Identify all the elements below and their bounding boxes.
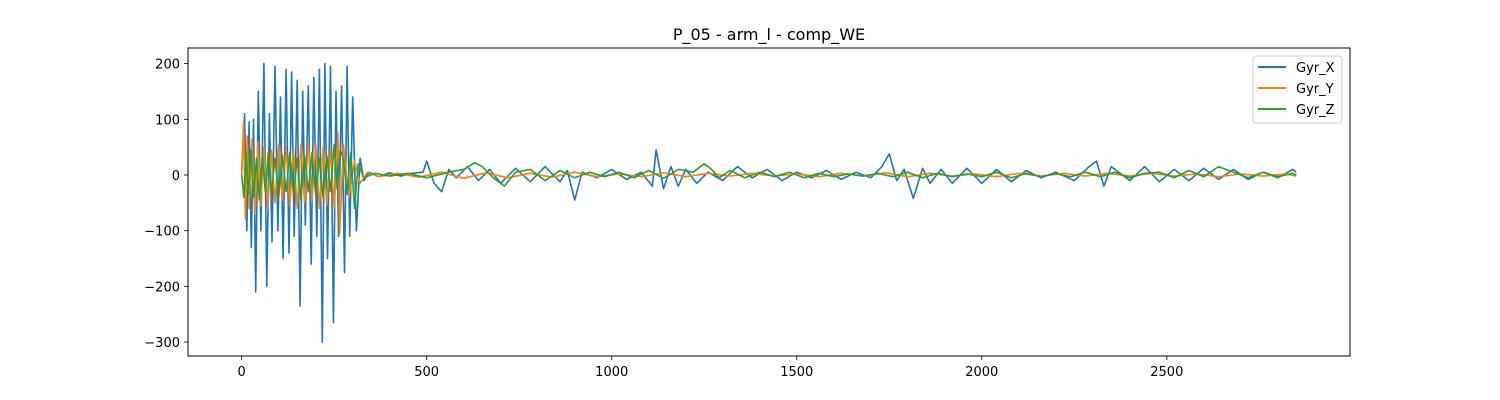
y-tick-label: −200 bbox=[144, 280, 180, 295]
plot-area bbox=[240, 62, 1297, 343]
legend-label: Gyr_Y bbox=[1296, 82, 1334, 97]
y-tick-label: −300 bbox=[144, 336, 180, 351]
series-line-gyr-x bbox=[240, 62, 1297, 343]
x-tick-label: 500 bbox=[414, 365, 439, 380]
x-tick-label: 1000 bbox=[595, 365, 628, 380]
y-tick-label: 0 bbox=[172, 169, 180, 184]
plot-frame bbox=[187, 47, 1351, 357]
y-axis: −300 −200 −100 0 100 200 bbox=[144, 58, 188, 351]
y-tick-label: 200 bbox=[155, 58, 180, 73]
legend-label: Gyr_X bbox=[1296, 61, 1335, 76]
legend-box bbox=[1252, 55, 1343, 124]
legend-label: Gyr_Z bbox=[1296, 103, 1335, 118]
x-axis: 0 500 1000 1500 2000 2500 bbox=[238, 356, 1183, 380]
series-line-gyr-z bbox=[240, 143, 1297, 210]
x-tick-label: 0 bbox=[238, 365, 246, 380]
y-tick-label: 100 bbox=[155, 113, 180, 128]
legend: Gyr_X Gyr_Y Gyr_Z bbox=[1252, 55, 1343, 124]
x-tick-label: 2500 bbox=[1150, 365, 1183, 380]
series-line-gyr-y bbox=[240, 121, 1297, 235]
chart-title: P_05 - arm_l - comp_WE bbox=[673, 25, 865, 45]
y-tick-label: −100 bbox=[144, 225, 180, 240]
x-tick-label: 2000 bbox=[965, 365, 998, 380]
x-tick-label: 1500 bbox=[780, 365, 813, 380]
